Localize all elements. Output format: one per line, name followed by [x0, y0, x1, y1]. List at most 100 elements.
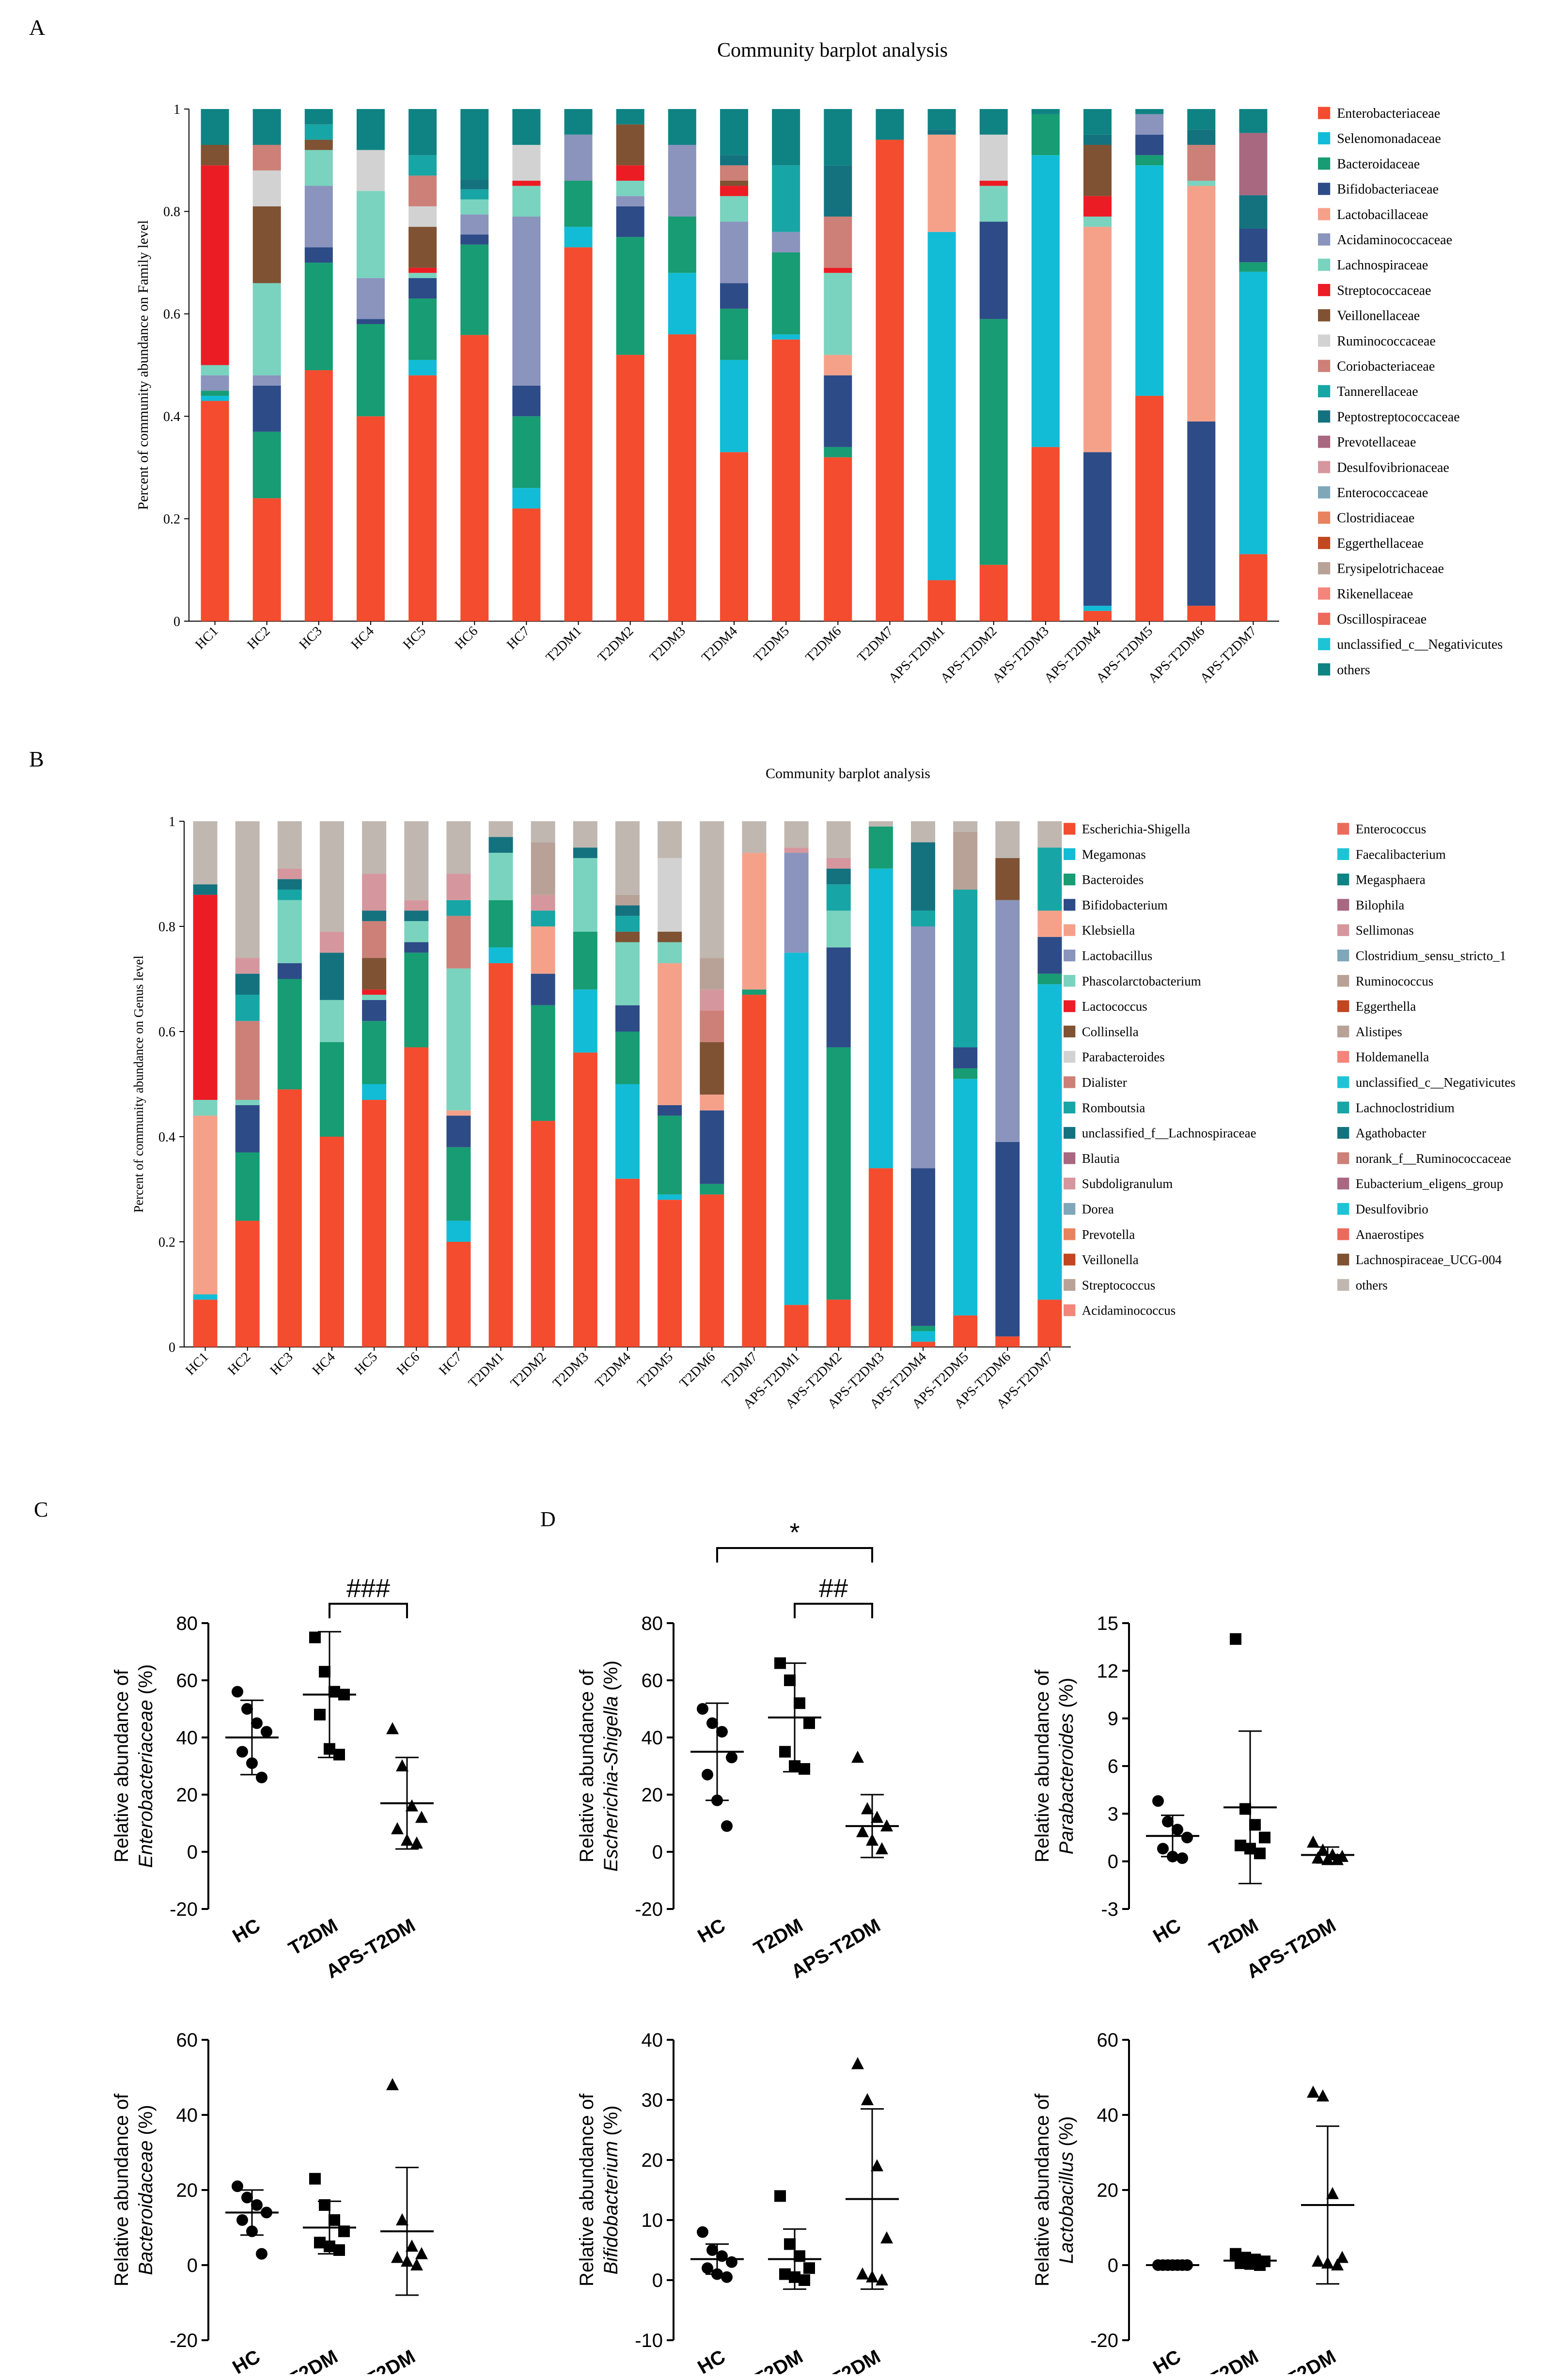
data-point [1317, 1843, 1329, 1856]
legend-label: Enterobacteriaceae [1337, 106, 1440, 121]
y-tick-label: 3 [1108, 1803, 1118, 1825]
bar-segment [826, 947, 851, 1048]
bar-segment [615, 942, 640, 1005]
legend-label: Streptococcus [1082, 1278, 1155, 1292]
data-point [396, 2213, 408, 2225]
bar-segment [668, 273, 696, 335]
legend-label: Parabacteroides [1082, 1050, 1165, 1064]
y-tick-label: -20 [170, 2330, 198, 2351]
bar-segment [235, 973, 260, 995]
data-point [1312, 2254, 1324, 2267]
bar-segment [826, 910, 851, 948]
legend-label: Prevotellaceae [1337, 435, 1416, 450]
bar-segment [408, 375, 437, 621]
y-tick-label: 0.2 [163, 512, 180, 527]
bar-segment [615, 1084, 640, 1179]
legend-label: Lachnospiraceae [1337, 258, 1428, 273]
bar-segment [1083, 610, 1112, 621]
x-tick-label: HC3 [267, 1349, 296, 1378]
bar-segment [615, 1005, 640, 1032]
bar-segment [277, 963, 302, 979]
data-point [415, 2247, 428, 2259]
y-tick-label: 0 [1108, 2255, 1118, 2276]
legend-swatch [1064, 924, 1076, 936]
bar-segment [277, 890, 302, 900]
y-tick-label: 40 [176, 2105, 198, 2126]
legend-label: Dorea [1082, 1202, 1114, 1217]
bar-segment [911, 1168, 935, 1326]
x-tick-label: T2DM [750, 1915, 806, 1960]
legend-label: Phascolarctobacterium [1082, 974, 1201, 988]
bar-segment [658, 1105, 682, 1116]
bar-segment [1083, 452, 1112, 606]
legend-label: Clostridiaceae [1337, 511, 1414, 526]
data-point [391, 2251, 404, 2263]
bar-segment [512, 416, 541, 488]
bar-segment [824, 165, 852, 217]
bar-segment [320, 1042, 344, 1137]
x-tick-label: HC [229, 1915, 264, 1947]
data-point [410, 2258, 423, 2270]
data-point [851, 2057, 864, 2069]
bar-segment [953, 1047, 978, 1068]
bar-segment [995, 1142, 1020, 1337]
bar-segment [1083, 134, 1112, 145]
bar-segment [404, 900, 429, 911]
data-point [1326, 2187, 1339, 2199]
x-tick-label: HC [694, 2346, 729, 2374]
y-label-taxon: Bifidobacterium [600, 2136, 622, 2275]
data-point [1312, 1851, 1324, 1864]
y-tick-label: 6 [1108, 1756, 1118, 1777]
y-label-line1: Relative abundance of [1032, 1669, 1053, 1862]
data-point [261, 1726, 272, 1738]
panel-label-a: A [29, 15, 46, 40]
panel-label-c: C [34, 1498, 48, 1521]
legend-label: Bacteroides [1082, 873, 1144, 887]
legend-label: unclassified_c__Negativicutes [1356, 1075, 1516, 1090]
legend-swatch [1337, 1203, 1349, 1215]
legend-swatch [1064, 1127, 1076, 1139]
x-tick-label: T2DM [750, 2346, 806, 2374]
bar-segment [615, 821, 640, 895]
bar-segment [700, 1095, 724, 1111]
bar-segment [784, 953, 809, 1305]
y-tick-label: 20 [176, 2180, 198, 2201]
bar-segment [1187, 186, 1216, 422]
legend-swatch [1064, 1253, 1076, 1266]
data-point [1176, 1852, 1188, 1864]
bar-segment [720, 221, 748, 283]
legend-swatch [1318, 461, 1331, 473]
bar-segment [304, 150, 333, 186]
legend-swatch [1318, 385, 1331, 397]
bar-segment [979, 186, 1008, 222]
bar-segment [404, 910, 429, 922]
bar-segment [446, 1110, 471, 1116]
bar-segment [868, 821, 893, 827]
bar-segment [1037, 937, 1062, 974]
x-tick-label: T2DM3 [550, 1349, 592, 1391]
x-tick-label: T2DM [285, 2346, 341, 2374]
y-tick-label: 40 [642, 1727, 663, 1749]
y-label-taxon: Bacteroidaceae [135, 2135, 157, 2275]
x-tick-label: T2DM4 [699, 624, 740, 665]
legend-label: Desulfovibrio [1356, 1202, 1428, 1217]
data-point [314, 1708, 326, 1721]
bar-segment [408, 267, 437, 273]
data-point [232, 2180, 243, 2192]
y-axis-label: Relative abundance of Bacteroidaceae (%) [111, 2093, 157, 2286]
bar-segment [408, 273, 437, 278]
legend-swatch [1318, 107, 1331, 119]
bar-segment [824, 267, 852, 273]
legend-swatch [1318, 334, 1331, 347]
data-point [1157, 1843, 1169, 1855]
data-point [851, 1751, 864, 1763]
data-point [251, 1717, 263, 1729]
data-point [319, 1666, 330, 1678]
data-point [1249, 1819, 1261, 1831]
legend-label: Faecalibacterium [1356, 847, 1446, 861]
bar-segment [995, 821, 1020, 858]
legend-swatch [1318, 183, 1331, 195]
y-label-unit: (%) [1056, 1678, 1077, 1708]
bar-segment [408, 278, 437, 299]
bar-segment [235, 958, 260, 974]
